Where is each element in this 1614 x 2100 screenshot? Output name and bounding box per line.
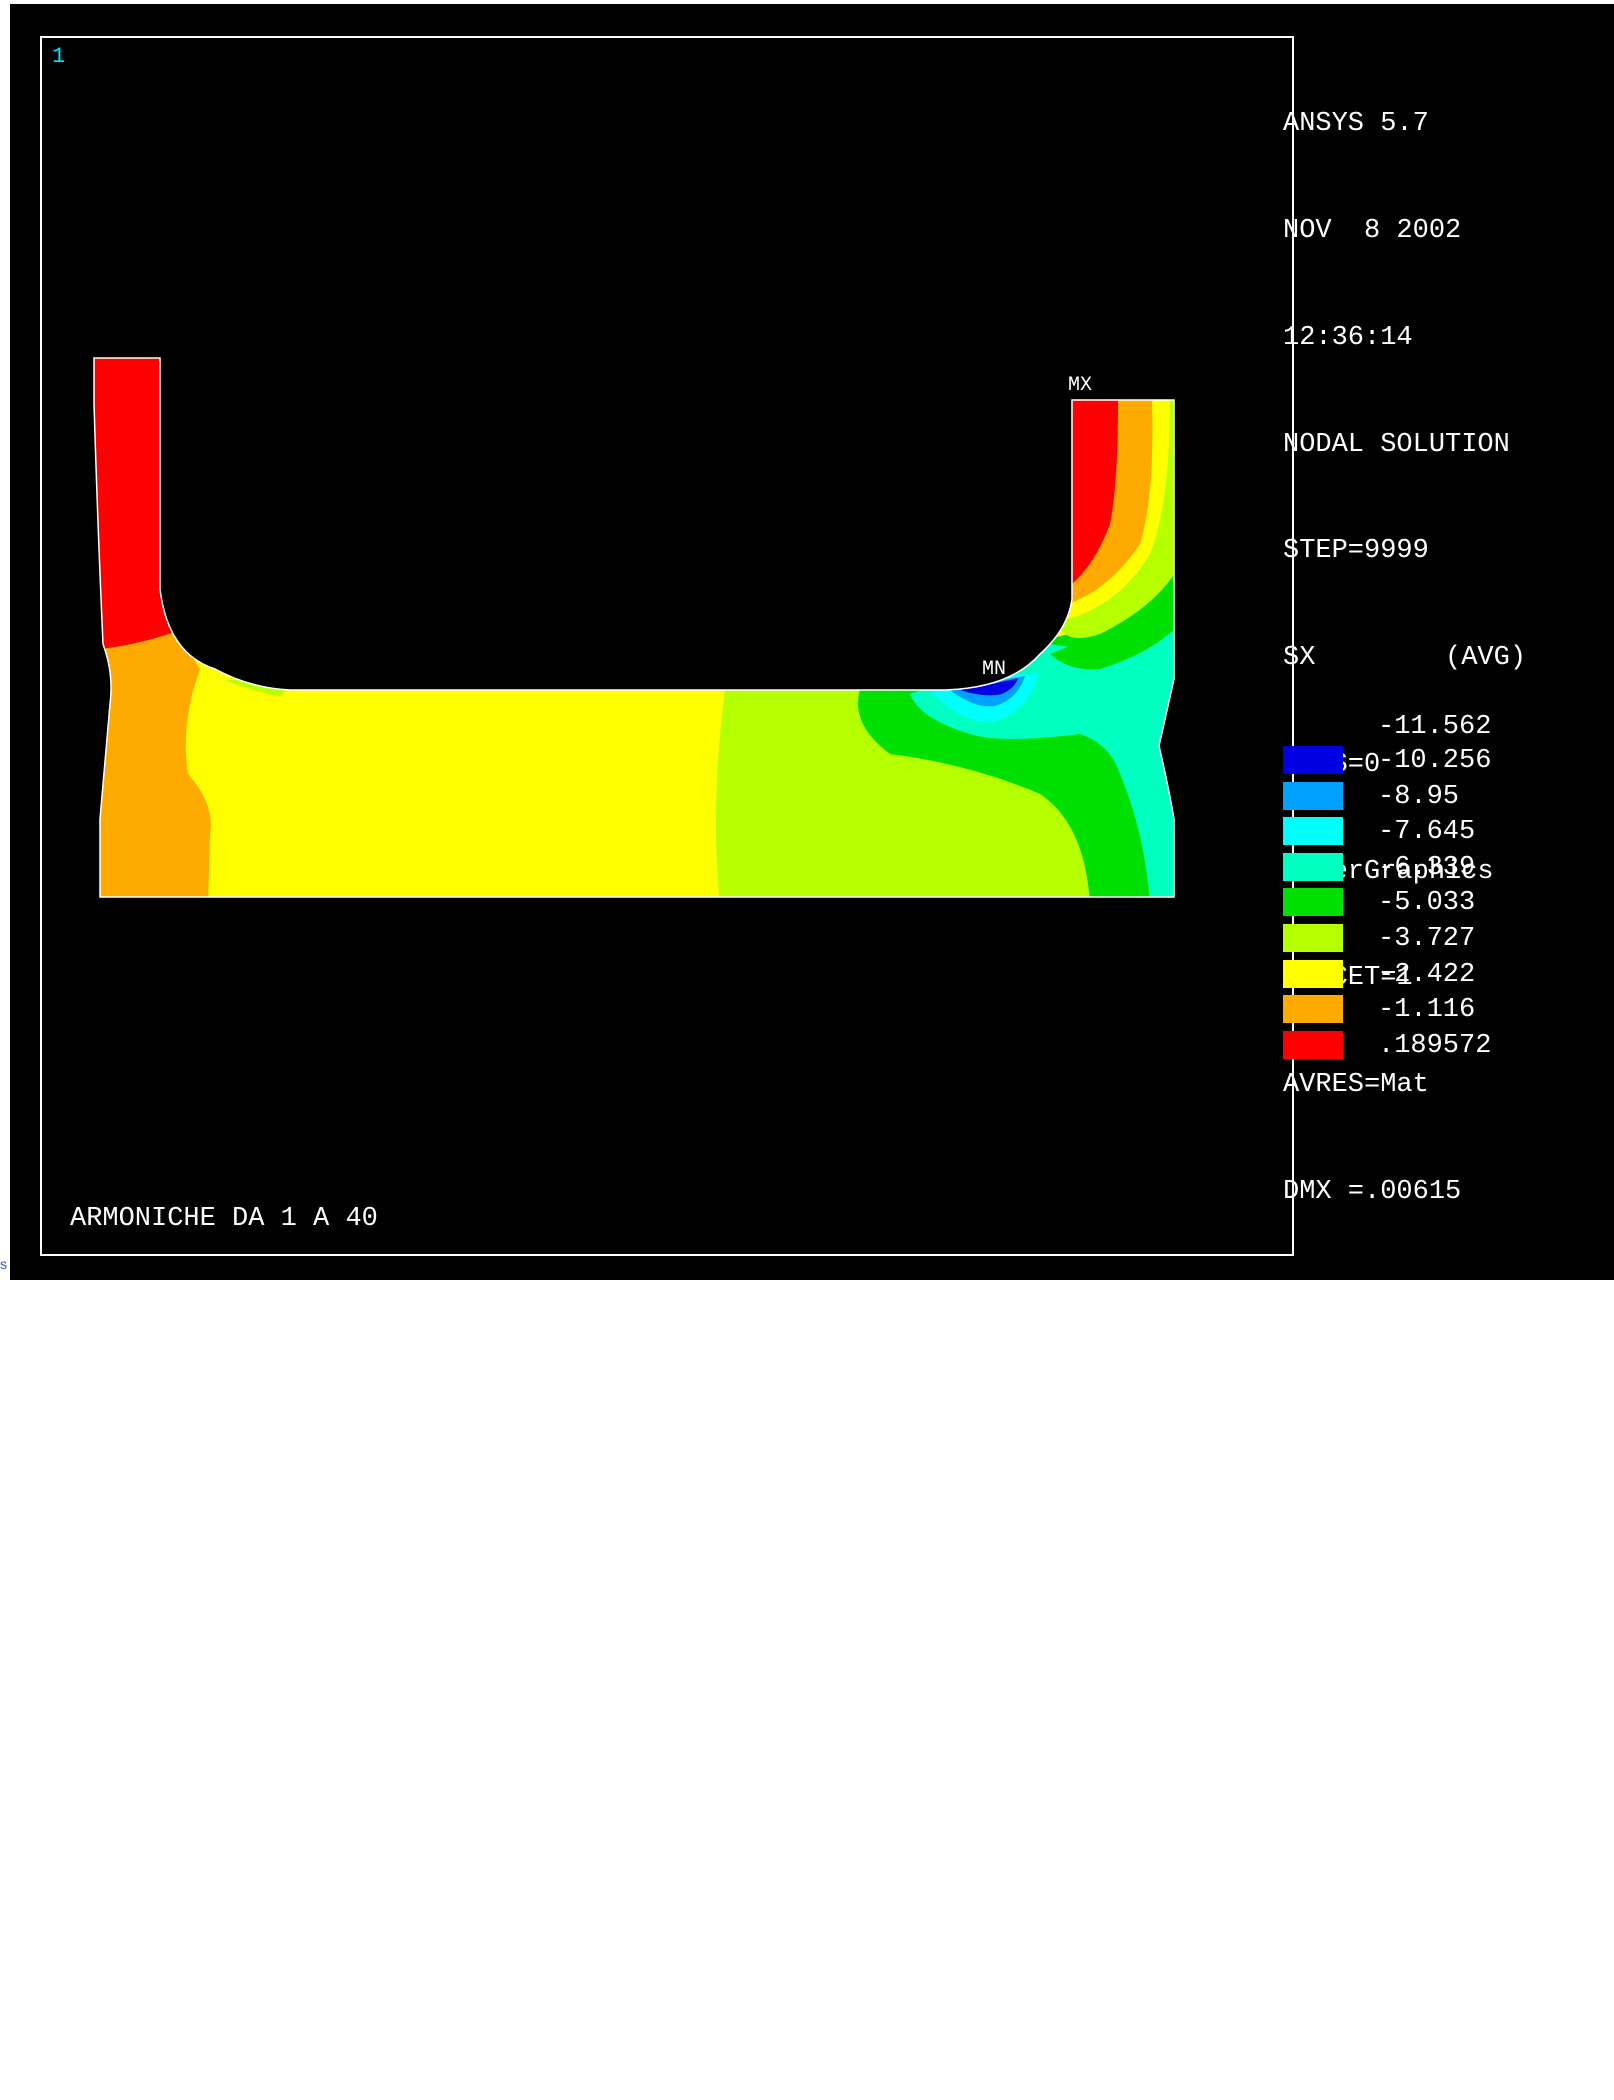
max-marker: MX <box>1068 374 1093 397</box>
info-line: 12:36:14 <box>1283 322 1413 353</box>
legend-entry: .189572 <box>1283 1030 1583 1061</box>
info-line: ANSYS 5.7 <box>1283 109 1429 140</box>
legend-label: .189572 <box>1378 1030 1492 1061</box>
legend-entry: -10.256 <box>1283 746 1583 776</box>
legend-swatch <box>1283 1030 1343 1059</box>
legend-label: -7.645 <box>1378 817 1476 848</box>
info-line: YF =32.5 <box>1283 1924 1429 1955</box>
info-line: SX (AVG) <box>1283 643 1527 674</box>
info-line: NODAL SOLUTION <box>1283 429 1510 460</box>
legend-entry: -6.339 <box>1283 852 1583 883</box>
legend-swatch <box>1283 817 1343 846</box>
legend-label: -8.95 <box>1378 781 1460 812</box>
footer-text: s <box>0 1256 7 1272</box>
legend-label: -2.422 <box>1378 959 1476 990</box>
legend-swatch <box>1283 781 1343 810</box>
legend-entry: -3.727 <box>1283 924 1583 954</box>
info-line: AVRES=Mat <box>1283 1070 1429 1101</box>
info-line: DIST=71.769 <box>1283 1710 1462 1741</box>
info-line: XF =122.255 <box>1283 1817 1478 1848</box>
window-number: 1 <box>52 44 66 69</box>
legend-entry: -8.95 <box>1283 781 1583 812</box>
plot-caption: ARMONICHE DA 1 A 40 <box>70 1204 378 1234</box>
info-line: ZV =1 <box>1283 1604 1381 1635</box>
info-line: SMX =.189572 <box>1283 1390 1478 1421</box>
legend-label: -1.116 <box>1378 995 1476 1026</box>
legend-swatch <box>1283 888 1343 917</box>
min-marker: MN <box>982 658 1007 681</box>
info-line: Z-BUFFER <box>1283 2031 1413 2062</box>
legend-swatch <box>1283 924 1343 952</box>
legend-label: -3.727 <box>1378 924 1476 954</box>
legend-entry: -1.116 <box>1283 995 1583 1025</box>
legend-swatch <box>1283 746 1343 774</box>
band-red-right <box>1072 400 1118 584</box>
info-line: STEP=9999 <box>1283 536 1429 567</box>
band-red-left <box>94 358 178 649</box>
info-line <box>1283 1495 1526 1531</box>
graphics-window: 1 MX MN ARMONICHE DA 1 A 40 <box>10 4 1614 1280</box>
legend-swatch <box>1283 959 1343 988</box>
part-outline <box>93 357 1175 898</box>
band-blue <box>960 678 1018 696</box>
legend-label: -6.339 <box>1378 852 1476 883</box>
band-orange-left <box>94 624 211 897</box>
info-line: NOV 8 2002 <box>1283 215 1462 246</box>
legend-entry: -2.422 <box>1283 959 1583 990</box>
info-line: SMN =-11.562 <box>1283 1283 1478 1314</box>
plot-frame <box>40 36 1294 1256</box>
legend-entry: -7.645 <box>1283 817 1583 847</box>
legend-min-value: -11.562 <box>1378 712 1492 742</box>
legend-swatch <box>1283 995 1343 1024</box>
legend-swatch <box>1283 852 1343 881</box>
contour-plot <box>93 357 1175 898</box>
legend-label: -5.033 <box>1378 888 1476 919</box>
info-line: DMX =.00615 <box>1283 1177 1462 1207</box>
info-panel: ANSYS 5.7 NOV 8 2002 12:36:14 NODAL SOLU… <box>1283 36 1526 2100</box>
legend-label: -10.256 <box>1378 746 1492 776</box>
legend-entry: -5.033 <box>1283 888 1583 918</box>
